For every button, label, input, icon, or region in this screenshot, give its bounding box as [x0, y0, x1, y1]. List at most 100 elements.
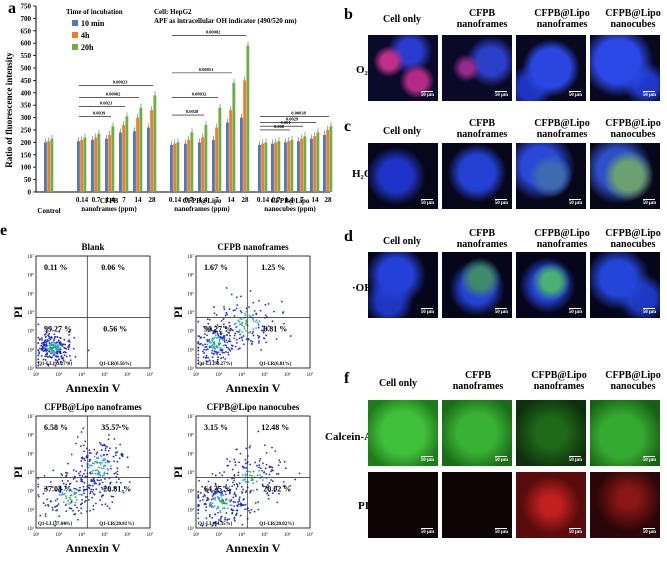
flow-event [225, 339, 228, 342]
xlabel-control: Control [37, 207, 60, 215]
xgroup-cfpb-line1: CFPB [100, 197, 119, 205]
flow-event [237, 348, 240, 350]
flow-event [234, 332, 237, 335]
flow-event [90, 452, 92, 454]
flow-event [89, 492, 91, 495]
quadrant-lr-value: 20.81 % [103, 485, 131, 494]
flow-event [215, 337, 218, 339]
y-tick-label: 300 [21, 114, 32, 122]
flow-event [60, 355, 63, 358]
quadrant-lr-small: Q1-LR(20.81%) [99, 522, 134, 527]
flow-event [197, 359, 200, 362]
flow-event [61, 344, 63, 347]
bar [290, 139, 294, 192]
flow-event [283, 322, 285, 325]
scale-bar [569, 456, 581, 457]
flow-event [237, 503, 240, 506]
flow-event [211, 524, 214, 527]
flow-event [233, 309, 236, 312]
bar [136, 117, 140, 192]
bar [204, 125, 208, 192]
flow-event [126, 456, 129, 459]
flow-event [51, 341, 54, 344]
flow-event [224, 493, 227, 496]
flow-event [63, 489, 66, 492]
flow-event [261, 325, 264, 328]
flow-event [266, 328, 268, 330]
flow-event [42, 344, 45, 347]
micrograph-b-3: 50 μm [516, 35, 586, 101]
flow-event [80, 507, 83, 510]
header-c-1: Cell only [382, 126, 422, 137]
flow-event [44, 504, 47, 507]
flow-event [238, 331, 240, 333]
x-tick-label: 0.7 [185, 196, 194, 204]
flow-event [101, 459, 104, 462]
flow-event [44, 515, 47, 518]
flow-event [98, 471, 101, 474]
flow-event [289, 485, 292, 487]
flow-event [47, 334, 49, 337]
flow-event [81, 456, 84, 459]
y-tick-label: 100 [21, 164, 32, 172]
bar [122, 125, 126, 192]
flow-event [90, 464, 93, 467]
flow-event [85, 456, 88, 459]
flow-event [74, 504, 76, 507]
flow-event [99, 474, 102, 477]
scale-bar-label: 50 μm [420, 201, 434, 206]
flow-event [236, 484, 239, 486]
header-b-3: CFPB@Lipo nanoframes [534, 8, 590, 30]
flow-event [245, 480, 248, 483]
header-f-4: CFPB@Lipo nanocubes [605, 370, 661, 392]
flow-event [118, 457, 121, 460]
scale-bar-label: 50 μm [568, 201, 582, 206]
flow-x-tick: 10⁵ [261, 372, 268, 378]
x-tick-label: 1.4 [285, 196, 294, 204]
scale-bar-label: 50 μm [494, 458, 508, 463]
flow-event [63, 351, 66, 353]
flow-event [274, 450, 277, 452]
flow-event [216, 330, 219, 333]
flow-event [233, 479, 236, 482]
flow-event [203, 494, 206, 496]
flow-event [214, 488, 217, 491]
flow-event [197, 356, 200, 359]
flow-event [208, 504, 211, 507]
flow-event [218, 496, 220, 499]
flow-event [106, 445, 108, 448]
flow-event [258, 464, 261, 467]
scale-bar-label: 50 μm [568, 310, 582, 315]
flow-event [59, 362, 62, 364]
flow-event [206, 334, 208, 337]
flow-event [231, 344, 234, 347]
y-tick-label: 750 [21, 3, 32, 11]
micrograph-d-3: 50 μm [516, 252, 586, 318]
flow-event [235, 325, 238, 328]
flow-event [113, 460, 116, 463]
flow-event [238, 320, 241, 323]
flow-event [91, 496, 93, 499]
flow-event [51, 509, 54, 511]
flow-event [219, 511, 222, 514]
xgroup-lipo-cubes-line2: nanocubes (ppm) [264, 205, 316, 213]
flow-event [251, 474, 253, 477]
flow-event [62, 359, 65, 362]
flow-event [223, 335, 226, 337]
x-tick-label: 28 [149, 196, 157, 204]
flow-event [101, 481, 104, 484]
scale-bar [421, 308, 433, 309]
flow-event [57, 339, 60, 342]
flow-event [100, 467, 103, 470]
flow-event [205, 354, 208, 357]
flow-event [244, 314, 247, 317]
flow-event [59, 342, 62, 345]
flow-event [85, 499, 87, 502]
y-tick-label: 0 [28, 189, 32, 197]
flow-event [230, 293, 233, 296]
flow-event [228, 518, 231, 520]
flow-event [252, 489, 255, 492]
flow-event [277, 464, 280, 467]
flow-event [228, 499, 230, 502]
bar [310, 138, 313, 192]
